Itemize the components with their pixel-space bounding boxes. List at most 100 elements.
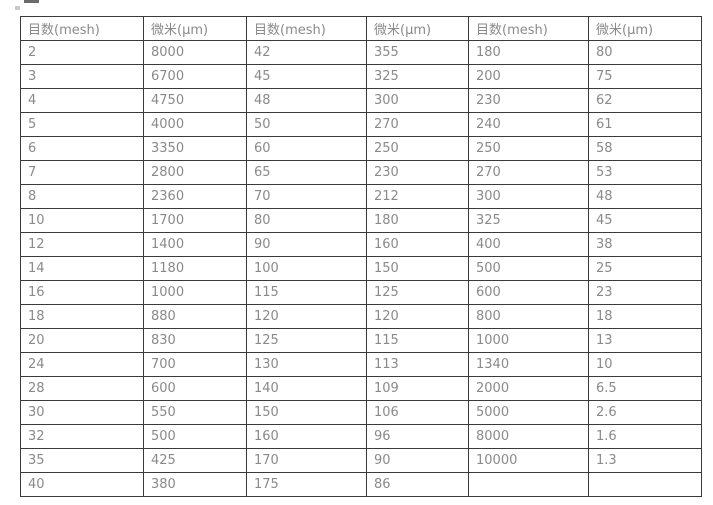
- table-cell: 45: [588, 208, 702, 233]
- table-cell: 175: [246, 472, 367, 497]
- table-cell: 125: [366, 280, 469, 305]
- table-cell: 4000: [143, 112, 247, 137]
- table-cell: [588, 472, 702, 497]
- table-cell: 50: [246, 112, 367, 137]
- table-header-cell: 目数(mesh): [246, 16, 367, 41]
- table-cell: 125: [246, 328, 367, 353]
- table-cell: 180: [366, 208, 469, 233]
- table-cell: 830: [143, 328, 247, 353]
- table-cell: 14: [20, 256, 144, 281]
- table-cell: 30: [20, 400, 144, 425]
- table-cell: 10: [20, 208, 144, 233]
- table-cell: 300: [366, 88, 469, 113]
- table-cell: 1.3: [588, 448, 702, 473]
- table-cell: 270: [366, 112, 469, 137]
- table-cell: 150: [366, 256, 469, 281]
- table-cell: 18: [20, 304, 144, 329]
- table-cell: 170: [246, 448, 367, 473]
- table-cell: 150: [246, 400, 367, 425]
- table-cell: 6: [20, 136, 144, 161]
- table-row: 10 1700 80 180 325 45: [20, 208, 702, 233]
- table-cell: 2: [20, 40, 144, 65]
- table-cell: 13: [588, 328, 702, 353]
- table-cell: 250: [366, 136, 469, 161]
- table-row: 8 2360 70 212 300 48: [20, 184, 702, 209]
- table-row: 5 4000 50 270 240 61: [20, 112, 702, 137]
- table-cell: 270: [468, 160, 589, 185]
- table-row: 40 380 175 86: [20, 472, 702, 497]
- table-cell: 250: [468, 136, 589, 161]
- table-cell: 355: [366, 40, 469, 65]
- table-cell: 48: [588, 184, 702, 209]
- table-cell: 4: [20, 88, 144, 113]
- table-row: 3 6700 45 325 200 75: [20, 64, 702, 89]
- table-cell: 880: [143, 304, 247, 329]
- table-row: 6 3350 60 250 250 58: [20, 136, 702, 161]
- table-cell: 230: [366, 160, 469, 185]
- table-cell: 58: [588, 136, 702, 161]
- table-cell: 90: [246, 232, 367, 257]
- table-row: 4 4750 48 300 230 62: [20, 88, 702, 113]
- table-cell: 40: [20, 472, 144, 497]
- table-cell: 86: [366, 472, 469, 497]
- table-cell: 2360: [143, 184, 247, 209]
- table-cell: 106: [366, 400, 469, 425]
- table-cell: 6.5: [588, 376, 702, 401]
- table-cell: 3350: [143, 136, 247, 161]
- table-cell: 130: [246, 352, 367, 377]
- table-cell: 12: [20, 232, 144, 257]
- table-cell: 96: [366, 424, 469, 449]
- table-cell: 23: [588, 280, 702, 305]
- table-cell: 500: [468, 256, 589, 281]
- table-cell: 10: [588, 352, 702, 377]
- table-row: 2 8000 42 355 180 80: [20, 40, 702, 65]
- table-cell: 1700: [143, 208, 247, 233]
- table-cell: 400: [468, 232, 589, 257]
- table-cell: 113: [366, 352, 469, 377]
- table-cell: 5000: [468, 400, 589, 425]
- table-header-row: 目数(mesh) 微米(μm) 目数(mesh) 微米(μm) 目数(mesh) 微米(μ…: [20, 16, 702, 41]
- table-row: 24 700 130 113 1340 10: [20, 352, 702, 377]
- table-row: 18 880 120 120 800 18: [20, 304, 702, 329]
- table-cell: 32: [20, 424, 144, 449]
- table-cell: 180: [468, 40, 589, 65]
- table-cell: 120: [246, 304, 367, 329]
- table-cell: 38: [588, 232, 702, 257]
- table-cell: 45: [246, 64, 367, 89]
- table-cell: 90: [366, 448, 469, 473]
- table-row: 20 830 125 115 1000 13: [20, 328, 702, 353]
- table-header-cell: 目数(mesh): [20, 16, 144, 41]
- table-cell: 1.6: [588, 424, 702, 449]
- table-row: 30 550 150 106 5000 2.6: [20, 400, 702, 425]
- table-row: 28 600 140 109 2000 6.5: [20, 376, 702, 401]
- table-cell: 1180: [143, 256, 247, 281]
- table-cell: 600: [468, 280, 589, 305]
- table-cell: 325: [366, 64, 469, 89]
- table-row: 12 1400 90 160 400 38: [20, 232, 702, 257]
- table-cell: 42: [246, 40, 367, 65]
- table-cell: 8: [20, 184, 144, 209]
- table-cell: 115: [246, 280, 367, 305]
- table-cell: 25: [588, 256, 702, 281]
- table-cell: 3: [20, 64, 144, 89]
- table-row: 35 425 170 90 10000 1.3: [20, 448, 702, 473]
- table-cell: 65: [246, 160, 367, 185]
- table-row: 16 1000 115 125 600 23: [20, 280, 702, 305]
- table-cell: 109: [366, 376, 469, 401]
- table-cell: 24: [20, 352, 144, 377]
- table-cell: 4750: [143, 88, 247, 113]
- table-row: 32 500 160 96 8000 1.6: [20, 424, 702, 449]
- table-cell: 212: [366, 184, 469, 209]
- table-cell: 140: [246, 376, 367, 401]
- table-cell: 380: [143, 472, 247, 497]
- table-cell: 6700: [143, 64, 247, 89]
- table-header-cell: 微米(μm): [588, 16, 702, 41]
- conversion-table: 目数(mesh) 微米(μm) 目数(mesh) 微米(μm) 目数(mesh) 微米(μ…: [20, 16, 702, 497]
- clipped-text-fragment-2: [15, 6, 20, 10]
- table-cell: 700: [143, 352, 247, 377]
- table-cell: 48: [246, 88, 367, 113]
- table-cell: 160: [246, 424, 367, 449]
- table-cell: 325: [468, 208, 589, 233]
- table-cell: 160: [366, 232, 469, 257]
